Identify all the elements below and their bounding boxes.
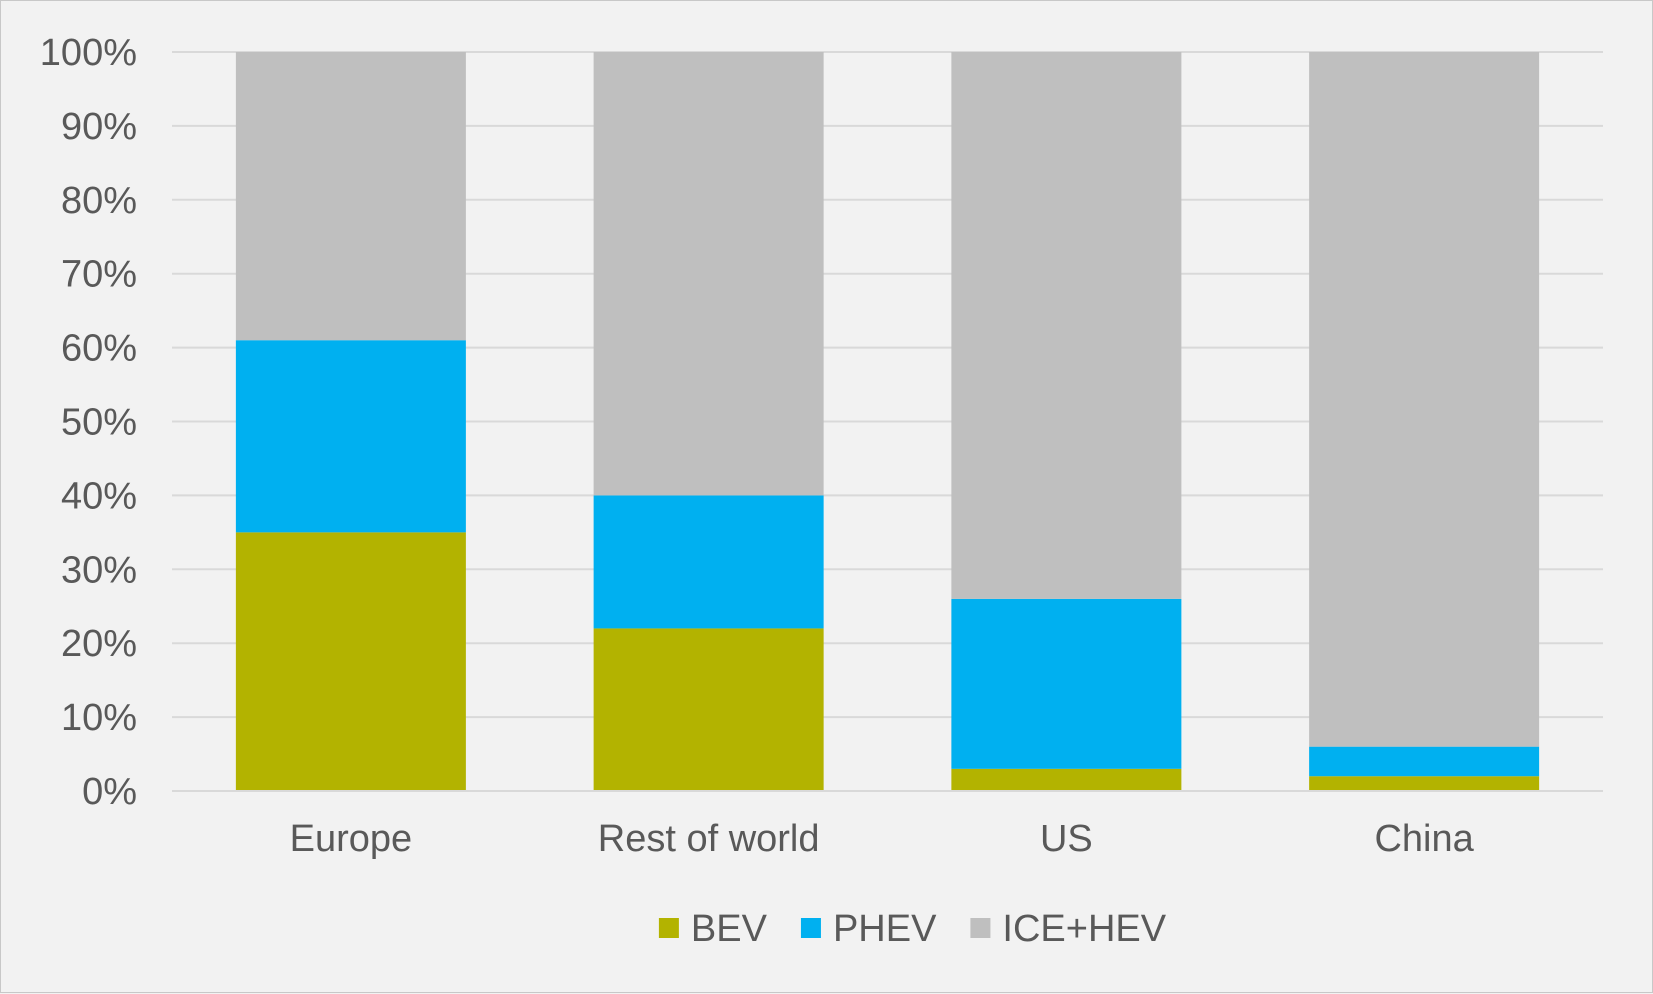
y-axis-ticks: 0% 10% 20% 30% 40% 50% 60% 70% 80% 90% 100% bbox=[40, 32, 137, 813]
x-category-label: Rest of world bbox=[598, 818, 820, 860]
y-tick-label: 60% bbox=[61, 328, 137, 370]
y-tick-label: 30% bbox=[61, 549, 137, 591]
bar-phev-rest-of-world bbox=[593, 495, 824, 629]
y-tick-label: 20% bbox=[61, 623, 137, 665]
legend-item-bev: BEV bbox=[658, 908, 768, 950]
legend: BEV PHEV ICE+HEV bbox=[658, 908, 1167, 950]
x-category-label: China bbox=[1374, 818, 1474, 860]
x-category-label: Europe bbox=[290, 818, 413, 860]
legend-item-phev: PHEV bbox=[800, 908, 937, 950]
bar-ice-hev-europe bbox=[235, 52, 466, 341]
bar-bev-europe bbox=[235, 532, 466, 791]
bar-ice-hev-us bbox=[951, 52, 1182, 599]
x-axis-categories: Europe Rest of world US China bbox=[290, 818, 1475, 860]
legend-swatch bbox=[658, 918, 679, 938]
y-tick-label: 100% bbox=[40, 32, 137, 74]
bar-phev-china bbox=[1309, 746, 1540, 777]
legend-item-ice-hev: ICE+HEV bbox=[970, 908, 1167, 950]
y-tick-label: 50% bbox=[61, 402, 137, 444]
y-tick-label: 40% bbox=[61, 475, 137, 517]
bar-bev-rest-of-world bbox=[593, 628, 824, 791]
bar-bev-china bbox=[1309, 776, 1540, 791]
y-tick-label: 80% bbox=[61, 180, 137, 222]
bar-phev-us bbox=[951, 598, 1182, 769]
legend-swatch bbox=[970, 918, 991, 938]
bar-phev-europe bbox=[235, 340, 466, 533]
y-tick-label: 0% bbox=[82, 771, 137, 813]
bar-ice-hev-rest-of-world bbox=[593, 52, 824, 496]
bars bbox=[172, 52, 1603, 792]
legend-label: BEV bbox=[691, 908, 768, 950]
y-tick-label: 70% bbox=[61, 254, 137, 296]
bar-ice-hev-china bbox=[1309, 52, 1540, 747]
legend-label: PHEV bbox=[833, 908, 937, 950]
x-category-label: US bbox=[1040, 818, 1093, 860]
y-tick-label: 90% bbox=[61, 106, 137, 148]
legend-swatch bbox=[800, 918, 821, 938]
legend-label: ICE+HEV bbox=[1002, 908, 1166, 950]
y-tick-label: 10% bbox=[61, 697, 137, 739]
bar-bev-us bbox=[951, 768, 1182, 791]
